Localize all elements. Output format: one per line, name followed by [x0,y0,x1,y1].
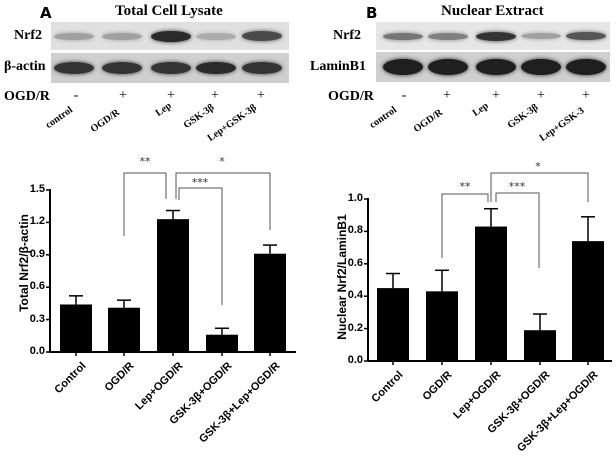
blot-band [242,62,282,74]
y-tick-label: 0.8 [347,224,363,237]
significance-label: *** [508,180,526,193]
bar [206,334,238,352]
y-tick-label: 0.0 [347,354,363,366]
blot-title-b: Nuclear Extract [441,3,544,19]
significance-bracket [495,192,540,268]
blot-band [196,62,236,74]
bar [60,304,92,352]
blot-band [476,59,516,75]
blot-band [102,33,142,40]
blot-row-label-beta-actin: β-actin [4,59,46,74]
bar [572,241,604,361]
y-tick-label: 0.3 [29,312,45,325]
significance-bracket [123,172,167,236]
significance-label: * [535,160,541,173]
blot-band [151,62,191,74]
significance-label: * [219,155,225,168]
blot-strip-nrf2-b [376,22,610,50]
blot-band [566,32,606,40]
blot-row-label-nrf2-a: Nrf2 [14,28,42,43]
significance-bracket [441,193,489,258]
treatment-sign: + [582,88,590,103]
bar [426,291,458,361]
significance-bracket [178,187,223,305]
y-tick-label: 0.9 [29,247,45,260]
y-tick-label: 0.6 [29,280,45,293]
blot-strip-beta-actin [51,53,289,83]
bar [108,307,140,352]
y-tick-label: 0.6 [347,256,363,269]
treatment-sign: + [257,88,265,103]
blot-band [521,33,561,39]
blot-band [476,32,516,41]
y-tick-label: 1.5 [29,183,45,195]
y-tick-label: 0.0 [29,345,45,357]
bar [377,288,409,361]
blot-title-a: Total Cell Lysate [115,3,223,19]
significance-bracket [175,172,271,230]
y-tick-label: 1.2 [29,215,45,228]
blot-band [196,33,236,40]
y-tick-label: 0.2 [347,321,363,334]
blot-band [102,62,142,74]
treatment-sign: - [73,88,79,103]
blot-band [566,59,606,75]
treatment-sign: + [537,88,545,103]
treatment-label-a: OGD/R [4,89,50,104]
blot-band [151,31,191,42]
bar [254,253,286,352]
panel-letter-b: B [366,4,378,22]
significance-label: *** [191,176,209,189]
blot-band [383,33,423,40]
treatment-sign: + [119,88,127,103]
y-tick-label: 1.0 [347,192,363,204]
significance-bracket [490,172,589,202]
treatment-sign: - [401,88,407,103]
treatment-label-b: OGD/R [328,89,374,104]
y-tick-label: 0.4 [347,289,363,302]
bar [475,226,507,361]
blot-band [428,33,468,40]
significance-label: ** [459,180,471,193]
blot-band [428,59,468,75]
treatment-sign: + [492,88,500,103]
blot-strip-laminb1 [376,52,610,82]
blot-band [54,62,94,74]
panel-letter-a: A [40,4,52,22]
treatment-sign: + [167,88,175,103]
treatment-sign: + [211,88,219,103]
blot-strip-nrf2-a [51,22,289,50]
blot-row-label-laminb1: LaminB1 [310,59,367,74]
significance-label: ** [139,155,151,168]
blot-band [383,59,423,75]
blot-band [521,59,561,75]
blot-band [242,31,282,41]
bar [157,219,189,352]
bar [524,330,556,361]
blot-row-label-nrf2-b: Nrf2 [333,28,361,43]
blot-band [54,33,94,40]
treatment-sign: + [443,88,451,103]
